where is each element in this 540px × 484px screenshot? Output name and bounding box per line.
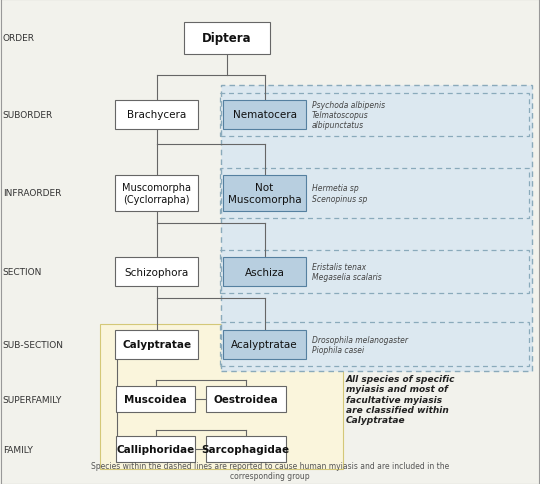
Text: Calliphoridae: Calliphoridae [117,444,194,454]
Text: Nematocera: Nematocera [233,110,296,120]
Bar [116,386,195,412]
Text: ORDER: ORDER [3,34,35,43]
Text: Calyptratae: Calyptratae [122,340,191,349]
Bar [100,324,343,469]
Text: Muscoidea: Muscoidea [124,394,187,404]
Bar [114,101,199,130]
Text: Oestroidea: Oestroidea [213,394,278,404]
Bar [116,436,195,463]
Bar [220,168,529,219]
Bar [184,23,270,54]
Bar [223,330,307,359]
Text: Aschiza: Aschiza [245,267,285,277]
Text: Diptera: Diptera [202,32,252,45]
Text: SUB-SECTION: SUB-SECTION [3,340,64,349]
Text: FAMILY: FAMILY [3,445,32,454]
Text: Species within the dashed lines are reported to cause human myiasis and are incl: Species within the dashed lines are repo… [91,461,449,480]
Text: Hermetia sp
Scenopinus sp: Hermetia sp Scenopinus sp [312,184,368,203]
Text: SUPERFAMILY: SUPERFAMILY [3,395,62,404]
Text: Acalyptratae: Acalyptratae [231,340,298,349]
Text: Not
Muscomorpha: Not Muscomorpha [228,183,301,204]
Bar [114,330,199,359]
Text: Schizophora: Schizophora [125,267,188,277]
Bar [221,86,532,371]
Bar [206,436,286,463]
Text: Muscomorpha
(Cyclorrapha): Muscomorpha (Cyclorrapha) [122,183,191,204]
Bar [220,323,529,366]
Text: Brachycera: Brachycera [127,110,186,120]
Text: Sarcophagidae: Sarcophagidae [201,444,290,454]
Bar [220,93,529,137]
Bar [223,176,307,212]
Bar [114,176,199,212]
Text: Drosophila melanogaster
Piophila casei: Drosophila melanogaster Piophila casei [312,335,408,354]
Bar [220,250,529,294]
Text: All species of specific
myiasis and most of
facultative myiasis
are classified w: All species of specific myiasis and most… [346,374,455,424]
Text: SECTION: SECTION [3,268,42,276]
Text: SUBORDER: SUBORDER [3,111,53,120]
Text: Eristalis tenax
Megaselia scalaris: Eristalis tenax Megaselia scalaris [312,262,382,282]
Bar [223,101,307,130]
Text: Psychoda albipenis
Telmatoscopus
albipunctatus: Psychoda albipenis Telmatoscopus albipun… [312,100,385,130]
Bar [206,386,286,412]
Bar [114,257,199,287]
Text: INFRAORDER: INFRAORDER [3,189,61,198]
Bar [223,257,307,287]
